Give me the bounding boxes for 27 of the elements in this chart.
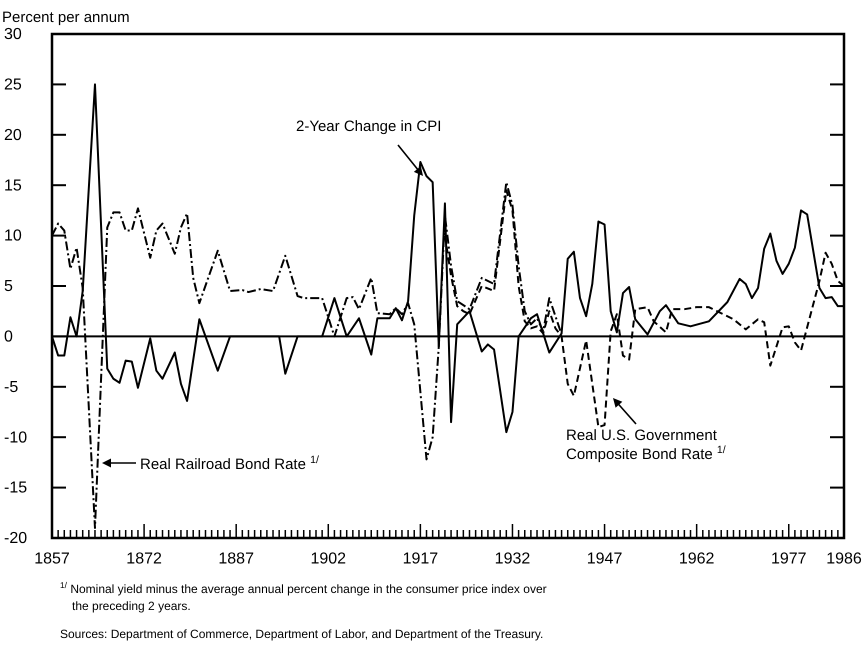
y-tick-label: 30	[4, 26, 22, 44]
text: $^{1/}$ Nominal yield minus the average annual percent change in the consumer price index over the preceding 2 years.	[60, 580, 547, 613]
y-axis-title: Percent per annum	[2, 9, 130, 26]
x-tick-label: 1932	[494, 550, 530, 568]
y-tick-label: -20	[4, 530, 28, 548]
x-tick-label: 1872	[126, 550, 162, 568]
source-note: Sources: Department of Commerce, Department of Labor, and Department of the Treasury.	[60, 627, 544, 641]
x-tick-label: 1887	[218, 550, 254, 568]
text: 2-Year Change in CPI	[296, 118, 442, 135]
y-tick-label: 0	[4, 328, 13, 346]
y-tick-label: -10	[4, 429, 28, 446]
x-tick-label: 1857	[34, 550, 70, 568]
text: Real U.S. Government Composite Bond Rate $^{1/}$	[566, 427, 726, 463]
x-tick-label: 1977	[770, 550, 807, 568]
y-tick-label: 25	[4, 76, 22, 94]
y-tick-label: 20	[4, 126, 22, 144]
y-tick-label: 10	[4, 228, 22, 245]
x-tick-label: 1947	[586, 550, 622, 568]
x-tick-label: 1902	[310, 550, 346, 568]
y-tick-label: -15	[4, 480, 28, 497]
y-tick-label: -5	[4, 378, 18, 396]
legend-label: Real Railroad Bond Rate $^{1/}$	[140, 454, 319, 473]
x-tick-label: 1986	[826, 550, 862, 568]
y-tick-label: 5	[4, 278, 13, 296]
x-tick-label: 1917	[402, 550, 438, 568]
y-tick-label: 15	[4, 177, 22, 194]
x-tick-label: 1962	[678, 550, 715, 568]
